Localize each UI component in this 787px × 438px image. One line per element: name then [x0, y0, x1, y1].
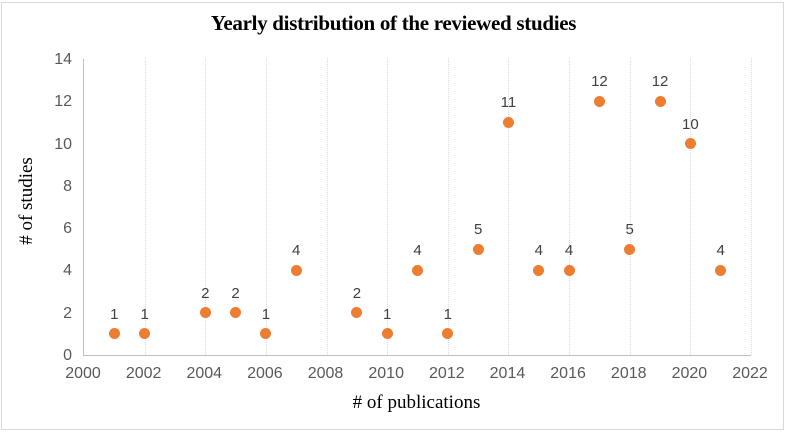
- y-axis-tick-label: 2: [63, 304, 72, 322]
- data-point: [563, 264, 575, 276]
- data-point-label: 1: [261, 305, 271, 323]
- data-point: [715, 264, 727, 276]
- y-axis-tick-label: 6: [63, 220, 72, 238]
- vertical-gridline: [326, 58, 328, 355]
- x-axis-tick-label: 2016: [550, 365, 586, 382]
- data-point-label: 12: [651, 73, 669, 91]
- data-point-label: 2: [352, 284, 362, 302]
- data-point-label: 11: [500, 94, 517, 112]
- data-point: [654, 95, 666, 107]
- y-axis-tick-label: 12: [54, 93, 72, 111]
- data-point: [108, 328, 120, 340]
- x-axis-tick-label: 2012: [429, 365, 465, 382]
- data-point-label: 5: [625, 221, 634, 239]
- data-point: [624, 243, 636, 255]
- data-point: [260, 328, 272, 340]
- vertical-gridline: [447, 58, 449, 355]
- x-axis-tick-label: 2000: [65, 365, 101, 382]
- x-axis-tick-label: 2018: [610, 365, 647, 382]
- data-point-label: 2: [201, 284, 210, 302]
- data-point: [290, 264, 302, 276]
- data-point: [533, 264, 545, 276]
- data-point-label: 5: [473, 221, 483, 239]
- x-axis-tick-label: 2010: [368, 365, 404, 382]
- data-point: [472, 243, 484, 255]
- x-axis-tick-label: 2004: [186, 365, 223, 382]
- data-point: [230, 307, 242, 319]
- x-axis-title: # of publications: [352, 392, 481, 413]
- vertical-gridline: [205, 58, 207, 355]
- data-point-label: 4: [534, 242, 543, 260]
- vertical-gridline: [751, 58, 752, 355]
- data-point: [593, 95, 605, 107]
- data-point: [412, 264, 423, 276]
- data-point-label: 4: [413, 242, 422, 260]
- data-point: [684, 138, 696, 150]
- data-point: [199, 307, 211, 319]
- data-point-label: 12: [591, 73, 608, 91]
- vertical-gridline: [569, 58, 571, 355]
- data-point: [139, 328, 151, 340]
- y-axis-tick-label: 10: [54, 135, 72, 153]
- x-axis-tick-label: 2020: [671, 365, 708, 382]
- vertical-gridline: [144, 58, 146, 355]
- chart-title: Yearly distribution of the reviewed stud…: [210, 11, 577, 35]
- data-point-label: 4: [292, 242, 301, 260]
- y-axis-tick-label: 8: [63, 177, 72, 195]
- data-point: [351, 307, 363, 319]
- data-point-label: 1: [110, 305, 119, 323]
- x-axis-tick-label: 2002: [125, 365, 162, 382]
- data-point-label: 4: [564, 242, 574, 260]
- data-point: [502, 116, 514, 128]
- vertical-gridline: [265, 58, 267, 355]
- data-point: [381, 328, 393, 340]
- y-axis-tick-label: 14: [54, 51, 72, 68]
- vertical-gridline: [690, 58, 692, 355]
- data-point: [442, 328, 454, 340]
- data-point-label: 4: [716, 242, 725, 260]
- data-point-label: 10: [682, 115, 699, 133]
- data-point-label: 1: [140, 305, 149, 323]
- vertical-gridline: [387, 58, 389, 355]
- x-axis-tick-label: 2022: [732, 365, 768, 382]
- x-axis-tick-label: 2008: [307, 365, 344, 382]
- data-point-label: 1: [443, 305, 452, 323]
- y-axis-tick-label: 4: [63, 262, 72, 280]
- x-axis-tick-label: 2014: [489, 365, 526, 382]
- data-point-label: 1: [383, 305, 392, 323]
- data-point-label: 2: [231, 284, 240, 302]
- y-axis-tick-label: 0: [63, 347, 72, 364]
- vertical-gridline: [508, 58, 510, 355]
- plot-area: 1 1 2 2 1 4 2 1 4 1 5 11 4 4 12 5 12 10 4: [83, 58, 752, 356]
- vertical-gridline: [629, 58, 631, 355]
- x-axis-tick-label: 2006: [247, 365, 283, 382]
